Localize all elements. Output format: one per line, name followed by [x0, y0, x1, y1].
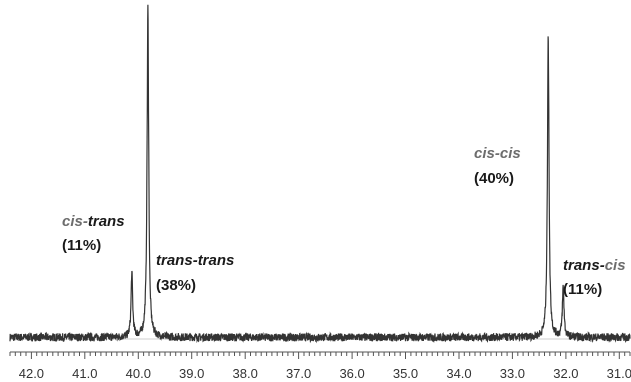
x-tick-label: 34.0 [446, 366, 471, 381]
isomer-label-part: trans [563, 257, 600, 274]
isomer-label-part: trans [198, 252, 235, 269]
peak-annotation: trans-trans(38%) [156, 252, 234, 294]
percent-label: (11%) [62, 237, 101, 254]
percent-label: (40%) [474, 170, 514, 187]
peak-annotation: trans-cis(11%) [563, 257, 626, 298]
x-tick-label: 36.0 [339, 366, 364, 381]
isomer-label-part: cis [474, 145, 495, 162]
x-axis: 42.0 41.0 40.0 39.0 38.0 37.0 36.0 35.0 34.0 33.0… [9, 351, 631, 381]
x-tick-label: 39.0 [179, 366, 204, 381]
x-tick-label: 37.0 [286, 366, 311, 381]
peak-annotation: cis-cis (40%) [474, 145, 521, 187]
peak-annotation: cis-trans (11%) [62, 213, 125, 254]
isomer-label: trans-cis [563, 257, 626, 274]
x-tick-label: 42.0 [19, 366, 44, 381]
x-tick-label: 31.0 [607, 366, 631, 381]
isomer-label: cis-trans [62, 213, 125, 230]
peak-annotations: cis-trans(11%)trans-trans(38%)cis-cis(40… [62, 145, 626, 298]
isomer-label-part: - [83, 213, 88, 230]
isomer-label-part: cis [500, 145, 521, 162]
x-tick-label: 40.0 [126, 366, 151, 381]
isomer-label-part: cis [62, 213, 83, 230]
x-tick-label: 32.0 [553, 366, 578, 381]
percent-label: (11%) [563, 281, 602, 298]
x-tick-label: 38.0 [233, 366, 258, 381]
isomer-label-part: trans [88, 213, 125, 230]
x-tick-label: 41.0 [72, 366, 97, 381]
isomer-label-part: trans [156, 252, 193, 269]
isomer-label-part: - [193, 252, 198, 269]
spectrum-trace [9, 4, 631, 344]
isomer-label: trans-trans [156, 252, 234, 269]
x-tick-label: 35.0 [393, 366, 418, 381]
percent-label: (38%) [156, 277, 196, 294]
isomer-label-part: - [600, 257, 605, 274]
isomer-label: cis-cis [474, 145, 521, 162]
x-tick-label: 33.0 [500, 366, 525, 381]
isomer-label-part: cis [605, 257, 626, 274]
isomer-label-part: - [495, 145, 500, 162]
